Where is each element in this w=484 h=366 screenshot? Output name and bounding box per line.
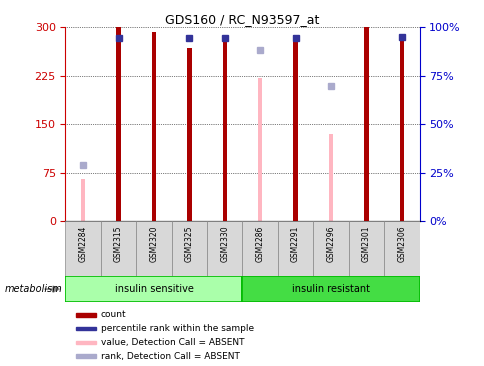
Bar bbox=[313, 221, 348, 276]
Text: rank, Detection Call = ABSENT: rank, Detection Call = ABSENT bbox=[101, 352, 239, 361]
Text: count: count bbox=[101, 310, 126, 320]
Text: value, Detection Call = ABSENT: value, Detection Call = ABSENT bbox=[101, 338, 244, 347]
Bar bbox=[65, 276, 242, 302]
Bar bbox=[222, 37, 227, 221]
Bar bbox=[207, 221, 242, 276]
Bar bbox=[101, 221, 136, 276]
Text: GSM2286: GSM2286 bbox=[255, 226, 264, 262]
Text: GSM2301: GSM2301 bbox=[361, 226, 370, 262]
Bar bbox=[257, 78, 262, 221]
Bar bbox=[277, 221, 313, 276]
Text: metabolism: metabolism bbox=[5, 284, 62, 294]
Bar bbox=[81, 179, 85, 221]
Bar bbox=[171, 221, 207, 276]
Text: GSM2306: GSM2306 bbox=[396, 226, 406, 262]
Bar bbox=[383, 221, 419, 276]
Text: GSM2320: GSM2320 bbox=[149, 226, 158, 262]
Bar bbox=[363, 27, 368, 221]
Bar bbox=[399, 35, 403, 221]
Text: insulin resistant: insulin resistant bbox=[291, 284, 369, 294]
Bar bbox=[293, 35, 297, 221]
Text: GSM2284: GSM2284 bbox=[78, 226, 88, 262]
Bar bbox=[65, 221, 101, 276]
Bar bbox=[116, 27, 121, 221]
Bar bbox=[136, 221, 171, 276]
Text: insulin sensitive: insulin sensitive bbox=[114, 284, 193, 294]
Bar bbox=[242, 221, 277, 276]
Bar bbox=[242, 276, 419, 302]
Bar bbox=[348, 221, 383, 276]
Text: GSM2325: GSM2325 bbox=[184, 226, 194, 262]
Bar bbox=[76, 327, 95, 330]
Text: GSM2315: GSM2315 bbox=[114, 226, 123, 262]
Bar bbox=[187, 48, 191, 221]
Bar bbox=[76, 313, 95, 317]
Text: GSM2296: GSM2296 bbox=[326, 226, 335, 262]
Bar bbox=[76, 354, 95, 358]
Bar bbox=[328, 134, 333, 221]
Bar bbox=[76, 341, 95, 344]
Text: GSM2330: GSM2330 bbox=[220, 226, 229, 262]
Text: percentile rank within the sample: percentile rank within the sample bbox=[101, 324, 254, 333]
Bar bbox=[151, 32, 156, 221]
Title: GDS160 / RC_N93597_at: GDS160 / RC_N93597_at bbox=[165, 13, 319, 26]
Text: GSM2291: GSM2291 bbox=[290, 226, 300, 262]
